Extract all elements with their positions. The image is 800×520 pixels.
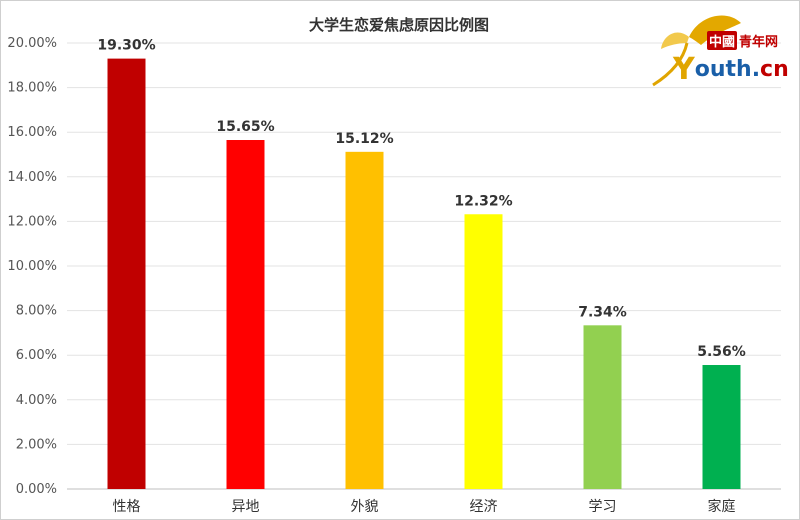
bar-2: [226, 140, 265, 489]
y-tick-label: 2.00%: [16, 437, 57, 452]
bars: [107, 58, 741, 490]
value-label: 5.56%: [697, 344, 746, 360]
y-tick-label: 6.00%: [16, 348, 57, 363]
bar-6: [702, 365, 741, 489]
category-label: 外貌: [351, 499, 379, 515]
logo-en-name: outh.: [694, 57, 761, 82]
y-tick-label: 16.00%: [7, 125, 57, 140]
logo-china-mark: 中國: [707, 31, 738, 50]
y-tick-label: 20.00%: [7, 36, 57, 51]
logo-english-text: Youth.cn: [673, 49, 789, 87]
value-label: 15.65%: [216, 119, 274, 135]
value-label: 7.34%: [578, 304, 627, 320]
category-label: 学习: [589, 499, 617, 515]
chart-title: 大学生恋爱焦虑原因比例图: [309, 16, 489, 34]
ginkgo-leaf-icon: [652, 15, 741, 87]
bar-1: [107, 58, 146, 490]
y-tick-label: 12.00%: [7, 214, 57, 229]
value-label: 15.12%: [335, 131, 393, 147]
y-tick-label: 14.00%: [7, 170, 57, 185]
logo-y-letter: Y: [673, 52, 695, 87]
y-tick-label: 10.00%: [7, 259, 57, 274]
x-axis-categories: 性格 异地 外貌 经济 学习 家庭: [113, 498, 736, 515]
bar-5: [583, 325, 622, 489]
y-tick-label: 8.00%: [16, 304, 57, 319]
category-label: 性格: [113, 499, 141, 515]
category-label: 家庭: [708, 498, 736, 515]
youth-cn-logo: 中國 青年网 Youth.cn: [649, 9, 789, 89]
bar-4: [464, 214, 503, 489]
logo-en-tld: cn: [760, 57, 789, 82]
category-label: 经济: [470, 499, 498, 515]
category-label: 异地: [232, 499, 260, 515]
value-label: 12.32%: [454, 193, 512, 209]
value-label: 19.30%: [97, 38, 155, 54]
y-tick-label: 0.00%: [16, 482, 57, 497]
bar-3: [345, 151, 384, 489]
logo-chinese-text: 中國 青年网: [707, 31, 778, 50]
y-tick-label: 18.00%: [7, 81, 57, 96]
y-axis-ticks: 0.00% 2.00% 4.00% 6.00% 8.00% 10.00% 12.00% 14.…: [7, 36, 57, 497]
value-labels: 19.30% 15.65% 15.12% 12.32% 7.34% 5.56%: [97, 38, 745, 360]
logo-cn-name: 青年网: [739, 35, 779, 50]
gridlines: [67, 42, 781, 490]
y-tick-label: 4.00%: [16, 393, 57, 408]
